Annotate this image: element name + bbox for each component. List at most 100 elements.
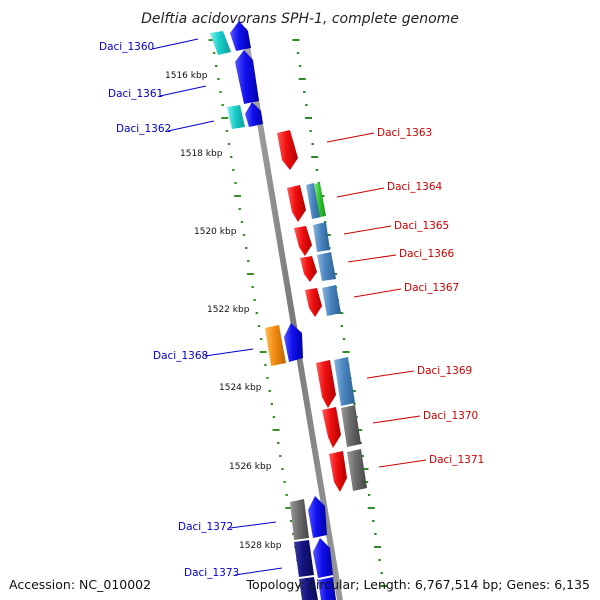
forward-tick [238,208,241,210]
gene-daci-1362-partner[interactable] [227,105,245,129]
gene-label-daci-1368[interactable]: Daci_1368 [153,350,208,362]
scale-label-1528: 1528 kbp [239,541,282,551]
forward-tick [215,65,218,67]
topology-value: circular [309,577,356,592]
reverse-tick [372,520,375,522]
gene-daci-1364-partner-b[interactable] [314,183,326,217]
gene-daci-1367-partner[interactable] [322,285,341,316]
forward-tick [285,494,288,496]
gene-daci-1360[interactable] [230,21,251,51]
gene-daci-1370-partner[interactable] [341,405,361,447]
forward-tick [277,442,280,444]
scale-label-1516: 1516 kbp [165,71,208,81]
gene-label-daci-1360[interactable]: Daci_1360 [99,41,154,53]
gene-label-daci-1372[interactable]: Daci_1372 [178,521,233,533]
reverse-tick [305,104,308,106]
gene-daci-1368[interactable] [284,323,303,362]
forward-tick [234,195,242,197]
genome-backbone [241,28,343,600]
reverse-tick [303,91,306,93]
scale-label-1524: 1524 kbp [219,383,262,393]
scale-label-1522: 1522 kbp [207,305,250,315]
gene-label-daci-1363[interactable]: Daci_1363 [377,127,432,139]
reverse-tick [311,143,314,145]
reverse-tick [292,39,300,41]
reverse-tick [342,338,346,340]
gene-daci-1364[interactable] [287,185,306,222]
gene-daci-1361[interactable] [235,50,259,104]
gene-daci-1369-partner[interactable] [334,357,355,406]
gene-daci-1367[interactable] [305,288,322,317]
forward-tick [221,104,224,106]
forward-tick [219,91,222,93]
gene-label-daci-1364[interactable]: Daci_1364 [387,181,443,193]
gene-daci-1371-partner[interactable] [347,449,367,491]
gene-after-daci-1373-b[interactable] [318,577,336,600]
reverse-tick [309,130,312,132]
forward-tick [251,286,254,288]
gene-after-daci-1373[interactable] [299,577,318,600]
gene-daci-1366-partner[interactable] [317,252,336,281]
gene-daci-1362[interactable] [245,102,263,127]
topology-label: Topology: [246,577,306,592]
forward-tick [257,325,261,327]
gene-daci-1365[interactable] [294,226,312,256]
gene-label-daci-1369[interactable]: Daci_1369 [417,365,472,377]
gene-daci-1370[interactable] [322,407,341,448]
forward-tick [225,130,229,132]
label-leader-lines [151,38,427,576]
forward-tick [246,273,254,275]
forward-tick [234,182,237,184]
gene-daci-1373[interactable] [313,538,333,578]
forward-strand-ticks [208,39,306,587]
gene-label-daci-1373[interactable]: Daci_1373 [184,567,239,579]
forward-tick [232,169,235,171]
gene-daci-1363[interactable] [277,130,298,170]
reverse-tick [296,52,300,54]
scale-label-1520: 1520 kbp [194,227,237,237]
gene-label-daci-1371[interactable]: Daci_1371 [429,454,484,466]
forward-tick [272,429,280,431]
forward-tick [247,260,250,262]
forward-tick [285,507,293,509]
gene-label-daci-1365[interactable]: Daci_1365 [394,220,449,232]
forward-tick [245,247,248,249]
length-label: Length: [363,577,411,592]
gene-label-daci-1362[interactable]: Daci_1362 [116,123,171,135]
forward-tick [283,481,286,483]
reverse-tick [380,572,383,574]
gene-daci-1373-partner[interactable] [294,540,314,577]
forward-tick [270,403,273,405]
forward-tick [266,377,269,379]
gene-label-daci-1367[interactable]: Daci_1367 [404,282,459,294]
forward-tick [240,221,244,223]
forward-tick [289,520,293,522]
gene-daci-1369[interactable] [316,360,336,408]
gene-daci-1372-partner[interactable] [290,499,309,540]
gene-daci-1364-partner[interactable] [306,183,321,219]
gene-daci-1366[interactable] [300,256,317,282]
reverse-tick [340,325,344,327]
forward-tick [253,299,256,301]
gene-daci-1368-partner[interactable] [265,325,286,366]
gene-daci-1371[interactable] [329,451,347,492]
gene-label-daci-1361[interactable]: Daci_1361 [108,88,163,100]
gene-daci-1372[interactable] [308,496,327,538]
genes-value: 6,135 [554,577,590,592]
forward-tick [268,390,271,392]
reverse-tick [311,156,319,158]
gene-label-daci-1366[interactable]: Daci_1366 [399,248,455,260]
gene-label-daci-1370[interactable]: Daci_1370 [423,410,478,422]
gene-daci-1360-partner[interactable] [210,31,231,55]
forward-tick [212,52,216,54]
reverse-tick [361,455,364,457]
reverse-tick [378,559,381,561]
reverse-tick [324,221,327,223]
gene-daci-1365-partner[interactable] [313,222,330,252]
accession-info: Accession: NC_010002 [9,577,151,592]
reverse-tick [380,585,388,587]
genome-stats: Topology: circular; Length: 6,767,514 bp… [246,577,590,592]
map-title: Delftia acidovorans SPH-1, complete geno… [141,11,459,27]
